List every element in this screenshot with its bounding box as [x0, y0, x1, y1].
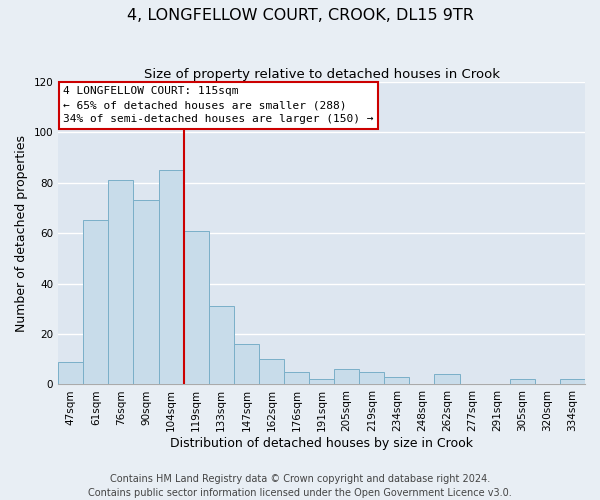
Bar — [359, 372, 385, 384]
Bar — [560, 380, 585, 384]
Bar — [133, 200, 158, 384]
Bar — [158, 170, 184, 384]
Bar — [58, 362, 83, 384]
Bar — [259, 359, 284, 384]
Bar — [334, 370, 359, 384]
Bar — [510, 380, 535, 384]
Bar — [434, 374, 460, 384]
Text: Contains HM Land Registry data © Crown copyright and database right 2024.
Contai: Contains HM Land Registry data © Crown c… — [88, 474, 512, 498]
X-axis label: Distribution of detached houses by size in Crook: Distribution of detached houses by size … — [170, 437, 473, 450]
Bar — [284, 372, 309, 384]
Text: 4, LONGFELLOW COURT, CROOK, DL15 9TR: 4, LONGFELLOW COURT, CROOK, DL15 9TR — [127, 8, 473, 22]
Bar — [184, 230, 209, 384]
Bar — [83, 220, 109, 384]
Text: 4 LONGFELLOW COURT: 115sqm
← 65% of detached houses are smaller (288)
34% of sem: 4 LONGFELLOW COURT: 115sqm ← 65% of deta… — [64, 86, 374, 124]
Bar — [109, 180, 133, 384]
Y-axis label: Number of detached properties: Number of detached properties — [15, 134, 28, 332]
Bar — [385, 377, 409, 384]
Bar — [234, 344, 259, 385]
Bar — [309, 380, 334, 384]
Bar — [209, 306, 234, 384]
Title: Size of property relative to detached houses in Crook: Size of property relative to detached ho… — [143, 68, 500, 80]
